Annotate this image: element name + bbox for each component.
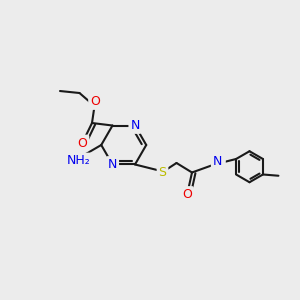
Text: O: O [78,136,87,149]
Text: NH₂: NH₂ [66,154,90,167]
Text: N: N [130,119,140,132]
Text: O: O [90,95,100,108]
Text: N: N [108,158,117,171]
Text: O: O [182,188,192,201]
Text: H: H [217,157,224,167]
Text: N: N [213,155,222,169]
Text: S: S [158,166,166,179]
